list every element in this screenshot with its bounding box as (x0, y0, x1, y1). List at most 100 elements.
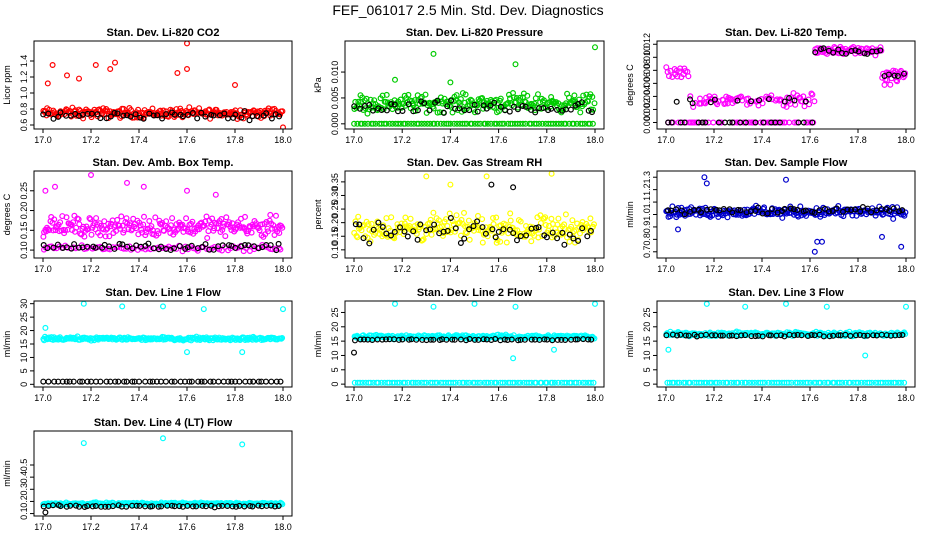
data-point (255, 378, 262, 385)
y-axis-label: degrees C (625, 64, 635, 106)
data-point (219, 242, 226, 249)
data-point (378, 379, 385, 386)
data-point (149, 378, 156, 385)
data-point (742, 303, 749, 310)
data-point (106, 243, 113, 250)
data-point (488, 120, 495, 127)
x-tick-label: 17.6 (490, 264, 508, 274)
data-point (152, 214, 159, 221)
data-point (788, 379, 795, 386)
data-point (574, 336, 581, 343)
y-tick-label: 10 (19, 352, 29, 362)
data-point (520, 233, 527, 240)
data-point (381, 120, 388, 127)
data-point (254, 113, 261, 120)
data-point (404, 120, 411, 127)
data-points (40, 435, 286, 516)
x-tick-label: 17.0 (657, 264, 675, 274)
data-point (882, 379, 889, 386)
data-point (814, 238, 821, 245)
y-tick-label: 0.006 (642, 72, 652, 95)
y-tick-label: 0 (19, 382, 29, 387)
x-tick-label: 18.0 (274, 393, 292, 403)
data-point (467, 96, 474, 103)
y-tick-label: 0.000 (330, 113, 340, 136)
data-point (571, 92, 578, 99)
data-point (436, 109, 443, 116)
chart-title: Stan. Dev. Sample Flow (725, 157, 848, 169)
data-point (665, 346, 672, 353)
data-point (557, 107, 564, 114)
data-point (488, 337, 495, 344)
data-point (473, 224, 480, 231)
data-point (512, 303, 519, 310)
x-tick-label: 17.0 (657, 393, 675, 403)
data-point (406, 336, 413, 343)
data-point (255, 502, 262, 509)
data-point (553, 106, 560, 113)
chart-title: Stan. Dev. Li-820 Pressure (406, 27, 543, 39)
data-point (408, 120, 415, 127)
data-point (444, 227, 451, 234)
y-axis-label: ml/min (625, 201, 635, 228)
data-point (554, 235, 561, 242)
data-point (232, 111, 239, 118)
data-point (357, 336, 364, 343)
data-point (866, 379, 873, 386)
data-point (431, 221, 438, 228)
data-point (111, 109, 118, 116)
data-point (514, 379, 521, 386)
data-point (513, 237, 520, 244)
data-point (241, 242, 248, 249)
data-point (199, 502, 206, 509)
data-point (508, 336, 515, 343)
data-point (743, 101, 750, 108)
data-point (579, 379, 586, 386)
data-point (81, 233, 88, 240)
data-point (506, 226, 513, 233)
plot-frame (33, 300, 293, 388)
data-point (488, 225, 495, 232)
data-point (483, 173, 490, 180)
data-point (674, 226, 681, 233)
data-point (724, 214, 731, 221)
data-point (148, 335, 155, 342)
data-point (273, 212, 280, 219)
data-point (434, 109, 441, 116)
data-points (351, 44, 598, 127)
data-point (493, 379, 500, 386)
data-point (830, 49, 837, 56)
data-points (351, 301, 598, 386)
data-point (900, 70, 907, 77)
data-point (159, 115, 166, 122)
data-point (135, 106, 142, 113)
data-point (92, 503, 99, 510)
y-tick-label: 20 (330, 322, 340, 332)
data-point (517, 233, 524, 240)
data-point (782, 176, 789, 183)
data-point (591, 335, 598, 342)
y-tick-label: 0.1 (19, 507, 29, 520)
data-point (665, 73, 672, 80)
data-point (461, 120, 468, 127)
y-axis-label: degrees C (2, 193, 12, 235)
data-point (63, 378, 70, 385)
data-point (891, 72, 898, 79)
data-point (461, 235, 468, 242)
data-point (487, 102, 494, 109)
data-point (497, 238, 504, 245)
x-tick-label: 17.8 (226, 522, 244, 532)
data-point (115, 502, 122, 509)
data-point (71, 212, 78, 219)
data-points (40, 301, 287, 385)
plot-frame (344, 170, 605, 259)
data-point (219, 226, 226, 233)
data-point (195, 378, 202, 385)
data-point (902, 303, 909, 310)
data-point (512, 61, 519, 68)
data-point (100, 226, 107, 233)
y-tick-label: 15 (19, 339, 29, 349)
data-point (887, 81, 894, 88)
data-point (176, 243, 183, 250)
data-point (428, 231, 435, 238)
